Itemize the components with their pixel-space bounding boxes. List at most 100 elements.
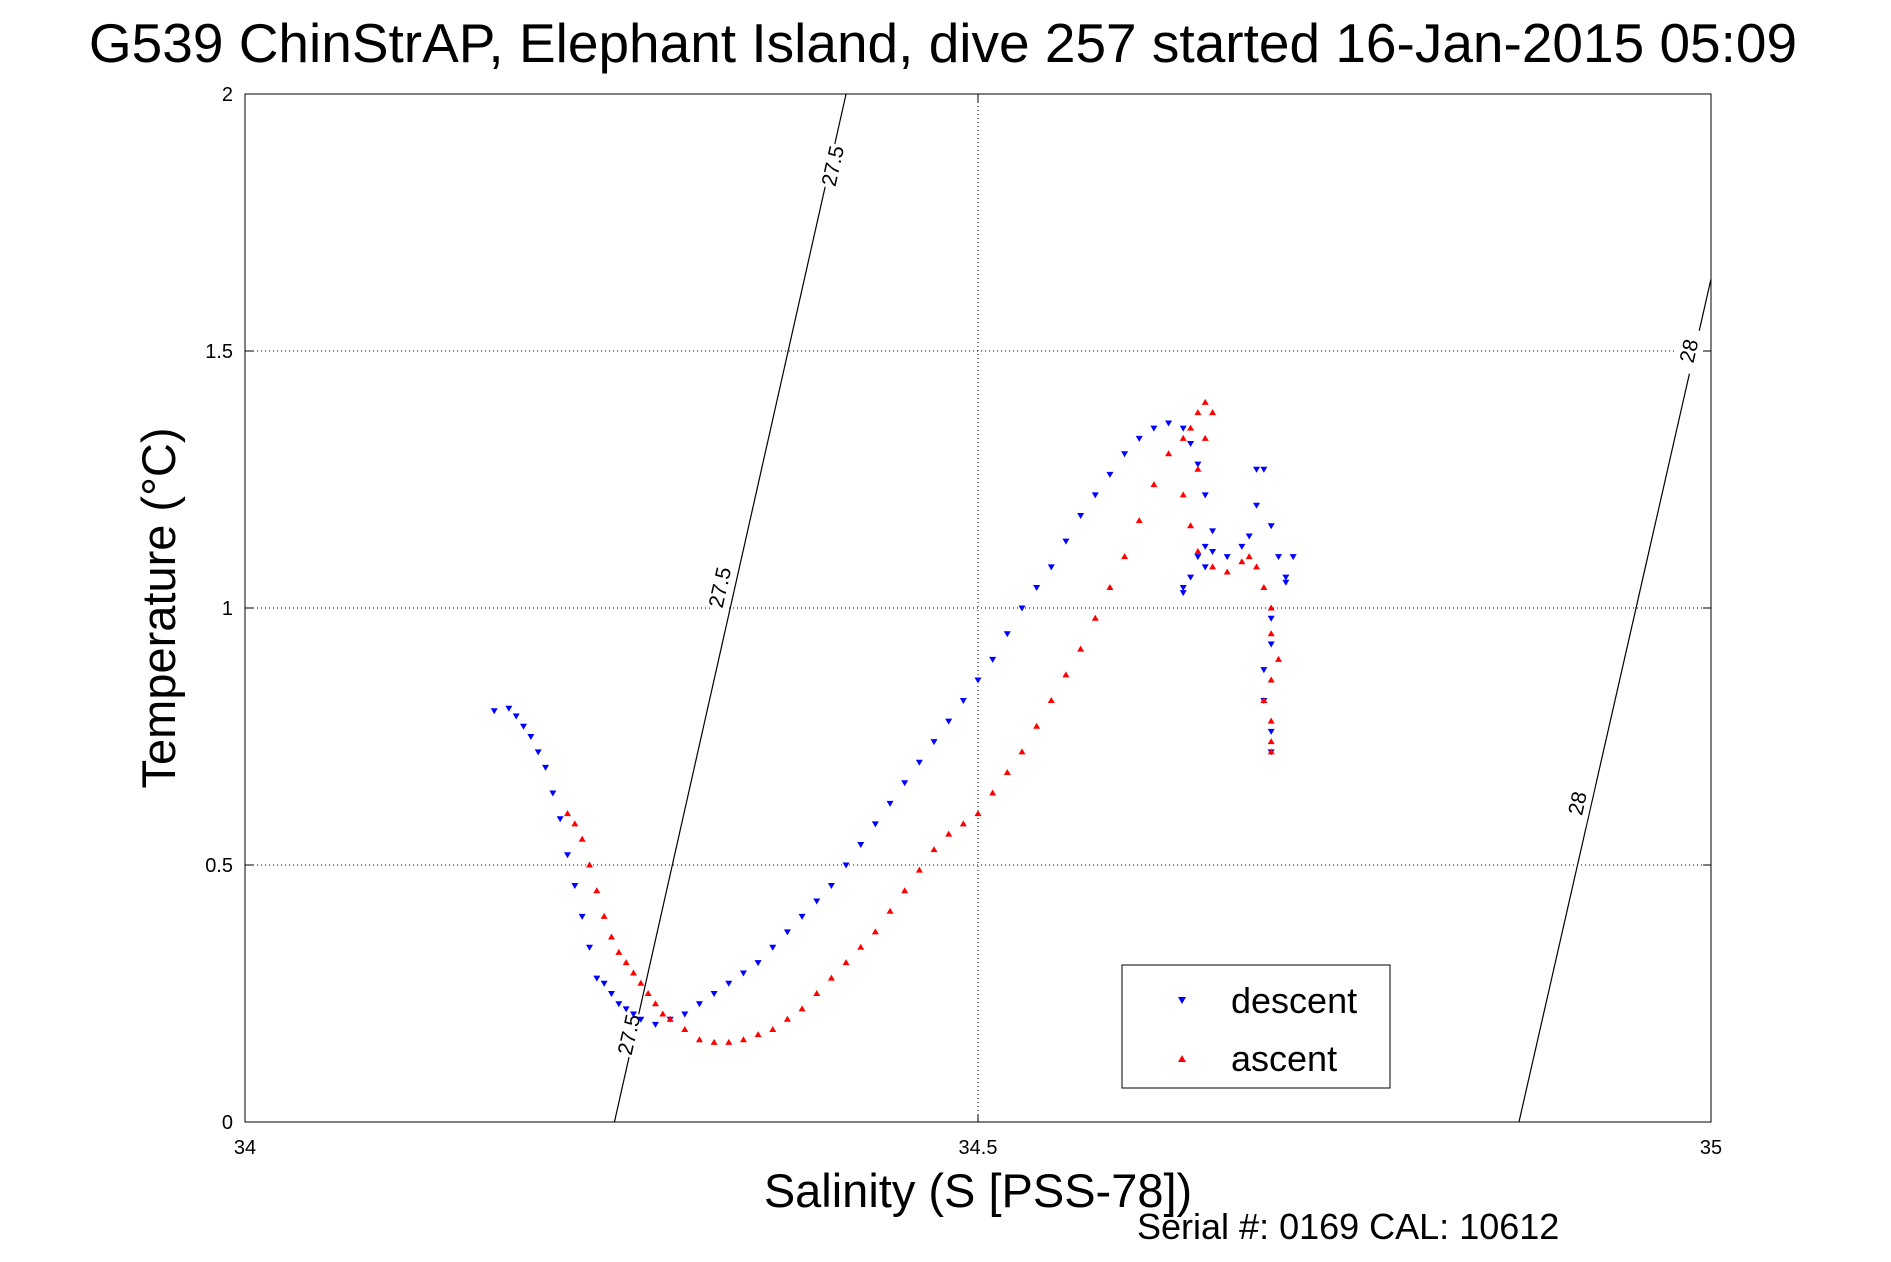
- axis-ticks: 34 34.5 35 0 0.5 1 1.5 2: [205, 84, 1722, 1159]
- descent-point: [1223, 554, 1231, 561]
- ascent-point: [1077, 645, 1085, 652]
- ascent-point: [629, 969, 637, 976]
- density-contour-line: [1518, 278, 1711, 1122]
- descent-point: [608, 991, 615, 997]
- descent-point: [901, 780, 909, 787]
- ascent-point: [1194, 409, 1202, 416]
- ascent-point: [1267, 604, 1275, 611]
- ascent-point: [1245, 553, 1253, 560]
- ascent-point: [1121, 553, 1129, 560]
- ascent-point: [1194, 465, 1202, 472]
- descent-point: [681, 1011, 689, 1018]
- descent-point: [1077, 512, 1085, 519]
- descent-point: [490, 708, 498, 715]
- descent-point: [739, 970, 747, 977]
- descent-point: [1047, 564, 1055, 571]
- legend-box: [1121, 964, 1391, 1089]
- descent-point: [1289, 554, 1297, 561]
- y-axis-label: Temperature (°C): [132, 428, 185, 789]
- descent-point: [1245, 533, 1253, 540]
- ascent-point: [666, 1015, 674, 1022]
- descent-point: [798, 913, 806, 920]
- ascent-point: [608, 933, 615, 940]
- descent-point: [1194, 461, 1202, 468]
- ascent-point: [1187, 522, 1195, 529]
- descent-point: [1267, 641, 1275, 648]
- descent-point: [1275, 554, 1283, 561]
- contour-label-background: [815, 141, 851, 191]
- descent-point: [1106, 471, 1114, 478]
- descent-point: [842, 862, 850, 869]
- serial-text: Serial #: 0169 CAL: 10612: [1137, 1206, 1559, 1247]
- descent-point: [989, 656, 997, 663]
- ascent-point: [1260, 583, 1268, 590]
- descent-point: [1267, 728, 1275, 735]
- ascent-point: [1165, 450, 1173, 457]
- contour-label-background: [611, 1010, 647, 1059]
- descent-point: [754, 960, 762, 967]
- descent-point: [930, 739, 938, 746]
- descent-point: [1267, 523, 1275, 530]
- descent-point: [827, 883, 835, 890]
- ascent-point: [586, 861, 594, 868]
- legend: descent ascent: [1121, 964, 1391, 1089]
- ascent-point: [739, 1036, 747, 1043]
- x-axis-label: Salinity (S [PSS-78]): [764, 1164, 1192, 1217]
- descent-point: [974, 677, 982, 684]
- ascent-point: [1267, 717, 1275, 724]
- descent-point: [1201, 543, 1209, 550]
- ascent-point: [1194, 547, 1202, 554]
- descent-point: [1253, 466, 1261, 473]
- y-tick-label: 0.5: [205, 855, 233, 877]
- descent-point: [871, 821, 879, 828]
- ascent-point: [681, 1025, 689, 1032]
- descent-point: [1187, 574, 1195, 581]
- ascent-point: [1135, 517, 1143, 524]
- descent-point: [1260, 466, 1268, 473]
- y-tick-label: 1.5: [205, 341, 233, 363]
- ascent-point: [1003, 768, 1011, 775]
- ascent-point: [1106, 583, 1114, 590]
- descent-point: [505, 705, 513, 712]
- descent-point: [512, 713, 520, 720]
- ascent-point: [644, 990, 652, 996]
- descent-point: [725, 980, 733, 987]
- ascent-point: [915, 866, 923, 873]
- ascent-point: [651, 1000, 659, 1007]
- data-points: [490, 398, 1297, 1045]
- ascent-point: [1267, 738, 1275, 745]
- descent-point: [1091, 492, 1099, 499]
- ascent-point: [1267, 676, 1275, 683]
- ascent-point: [1091, 614, 1099, 621]
- ascent-point: [1187, 424, 1195, 431]
- y-tick-label: 1: [222, 598, 233, 620]
- contour-label-background: [1560, 778, 1596, 828]
- chart-title: G539 ChinStrAP, Elephant Island, dive 25…: [89, 12, 1797, 74]
- ascent-point: [783, 1015, 791, 1022]
- ascent-point: [571, 820, 579, 827]
- ascent-point: [1260, 697, 1268, 704]
- descent-point: [1179, 590, 1187, 597]
- descent-point: [1282, 579, 1290, 586]
- descent-point: [1201, 492, 1209, 499]
- ascent-point: [600, 912, 608, 919]
- descent-point: [1187, 441, 1195, 448]
- ascent-point: [989, 789, 997, 796]
- ascent-point: [886, 907, 894, 914]
- contour-label: 28: [1676, 337, 1704, 365]
- descent-point: [1135, 435, 1143, 442]
- descent-point: [615, 1001, 623, 1008]
- descent-point: [915, 759, 923, 766]
- descent-point: [1260, 667, 1268, 674]
- descent-point: [651, 1021, 659, 1028]
- descent-point: [622, 1006, 630, 1013]
- descent-point: [695, 1001, 703, 1008]
- descent-point: [1003, 631, 1011, 638]
- descent-point: [1018, 605, 1026, 612]
- ascent-point: [1238, 558, 1246, 565]
- ascent-point: [1267, 748, 1275, 755]
- ascent-point: [1253, 563, 1261, 570]
- density-contour-line: [613, 94, 847, 1122]
- ascent-point: [659, 1010, 667, 1017]
- descent-point: [1253, 502, 1261, 509]
